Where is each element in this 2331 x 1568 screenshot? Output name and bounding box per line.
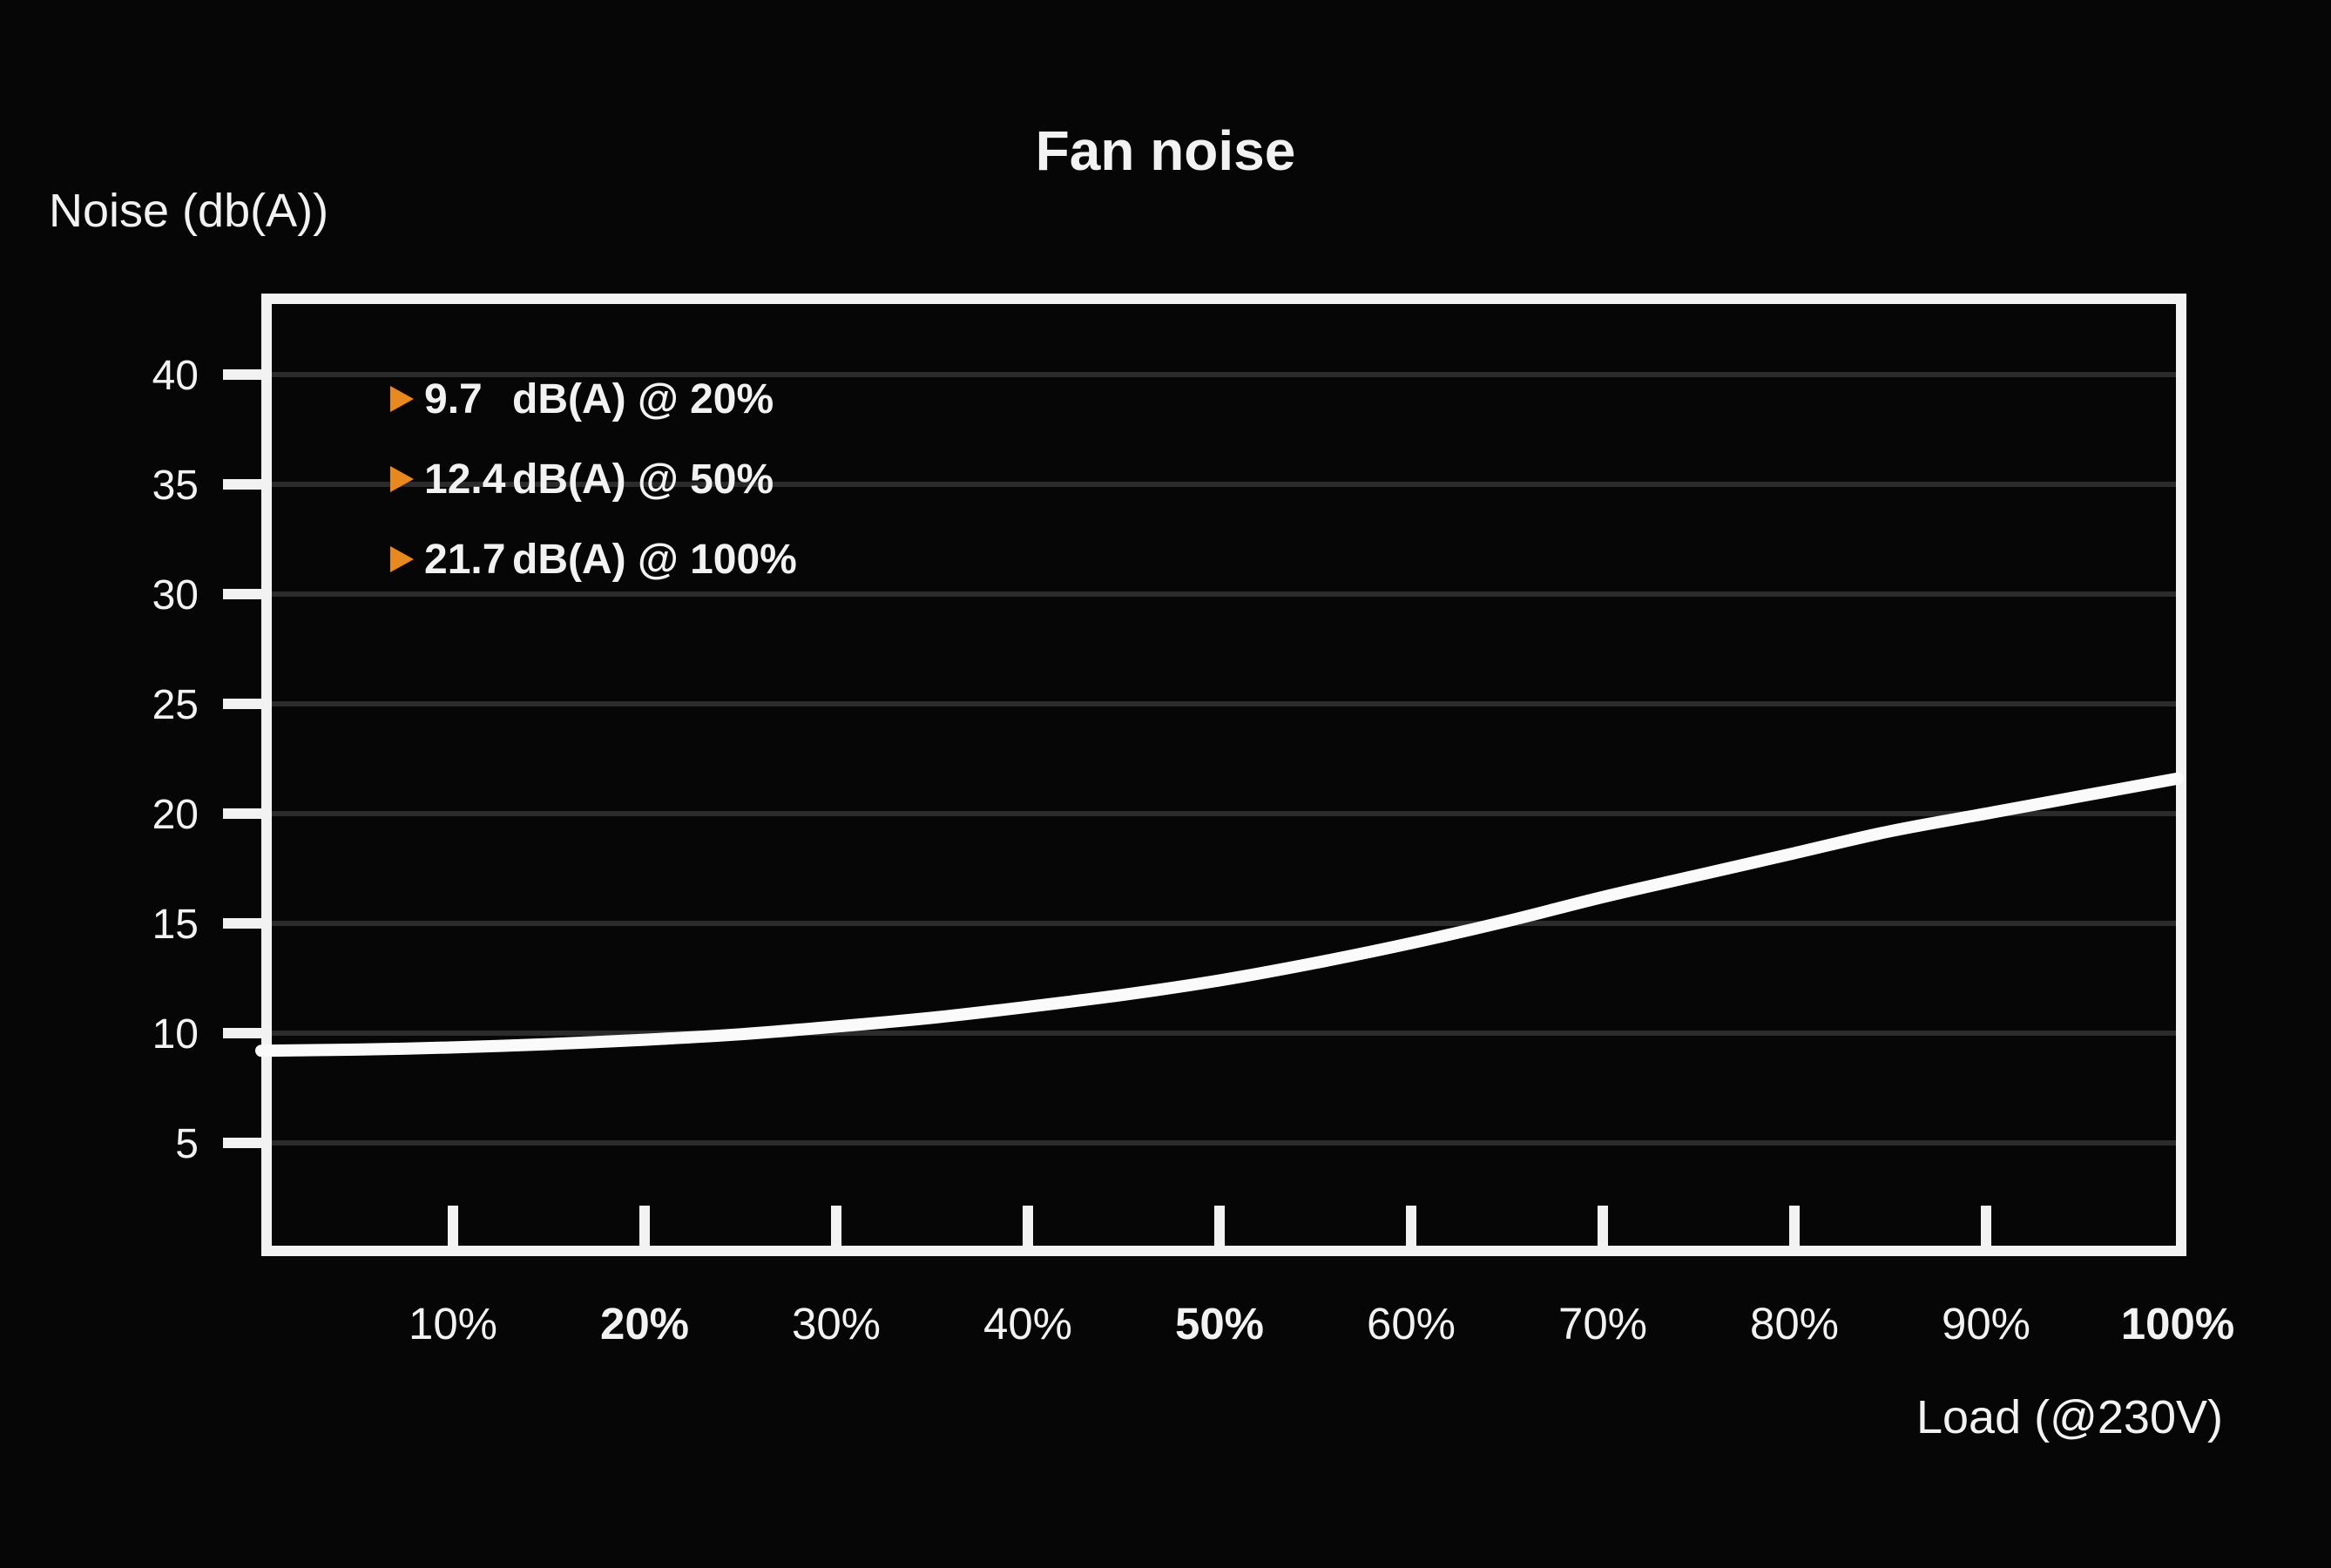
y-axis-ticks: 40 35 30 25 20 15 10 5 (152, 353, 267, 1167)
x-axis-tick (1406, 1206, 1416, 1251)
x-axis-tick (448, 1206, 458, 1251)
y-axis-tick (223, 369, 267, 380)
y-axis-tick (223, 808, 267, 819)
chart-title: Fan noise (1035, 119, 1296, 182)
x-axis-tick-label: 100% (2121, 1299, 2234, 1348)
y-axis-tick-label: 5 (175, 1121, 199, 1167)
x-axis-tick-label: 70% (1558, 1299, 1647, 1348)
y-axis-tick (223, 1028, 267, 1038)
y-axis-tick-label: 25 (152, 682, 199, 728)
y-axis-tick-label: 35 (152, 463, 199, 509)
y-axis-tick (223, 1138, 267, 1148)
x-axis-tick (1981, 1206, 1991, 1251)
x-axis-tick (1598, 1206, 1608, 1251)
x-axis-tick (639, 1206, 650, 1251)
x-axis-tick (1023, 1206, 1033, 1251)
x-axis-tick (1789, 1206, 1800, 1251)
y-axis-tick-label: 15 (152, 902, 199, 948)
y-axis-tick (223, 918, 267, 929)
x-axis-tick-label: 90% (1942, 1299, 2030, 1348)
x-axis-tick-label: 60% (1367, 1299, 1456, 1348)
x-axis-tick-label: 10% (409, 1299, 497, 1348)
y-axis-tick-label: 30 (152, 572, 199, 618)
x-axis-tick-label: 30% (792, 1299, 881, 1348)
fan-noise-curve (255, 772, 2184, 1058)
x-axis-tick (1214, 1206, 1225, 1251)
x-axis-title: Load (@230V) (1915, 1391, 2223, 1443)
y-axis-tick (223, 589, 267, 599)
y-axis-title: Noise (db(A)) (49, 185, 329, 237)
y-axis-tick-label: 40 (152, 353, 199, 399)
x-axis-tick-label: 40% (983, 1299, 1072, 1348)
x-axis-tick (831, 1206, 841, 1251)
y-axis-tick (223, 699, 267, 709)
x-axis-tick-label: 50% (1175, 1299, 1264, 1348)
gridlines (272, 372, 2176, 1146)
plot-border (261, 294, 2186, 1256)
x-axis-tick-label: 20% (600, 1299, 689, 1348)
y-axis-tick (223, 479, 267, 490)
y-axis-tick-label: 10 (152, 1011, 199, 1058)
y-axis-tick-label: 20 (152, 792, 199, 838)
x-axis-tick-label: 80% (1750, 1299, 1839, 1348)
x-axis-ticks: 10% 20% 30% 40% 50% 60% 70% 80% 90% 100% (409, 1206, 2234, 1348)
